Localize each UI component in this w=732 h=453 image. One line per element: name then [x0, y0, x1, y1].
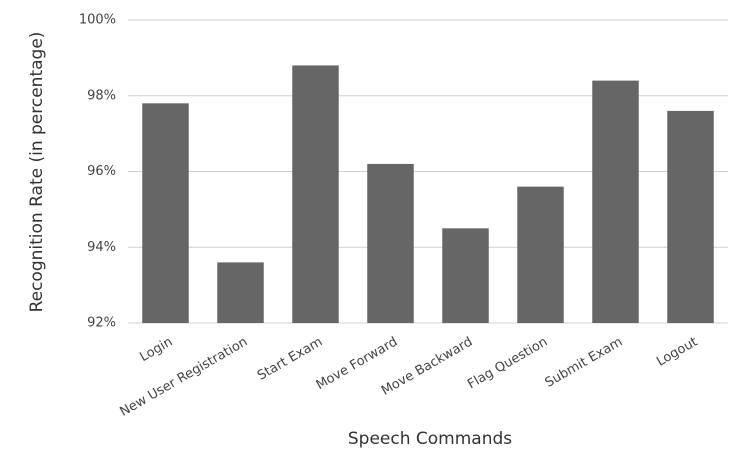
y-tick-label: 98% — [87, 88, 116, 103]
bar — [217, 262, 264, 323]
x-tick-label: Start Exam — [255, 335, 325, 384]
bar — [292, 65, 339, 323]
bar — [592, 80, 639, 323]
y-tick-label: 96% — [87, 164, 116, 179]
x-tick-label: Login — [137, 335, 175, 366]
bar — [442, 228, 489, 323]
bar — [367, 163, 414, 323]
x-tick-label: Submit Exam — [543, 335, 626, 391]
y-tick-label: 100% — [79, 13, 116, 28]
bar — [667, 110, 714, 324]
bar — [142, 103, 189, 323]
y-tick-label: 92% — [87, 316, 116, 331]
bar — [517, 186, 564, 323]
y-axis-title: Recognition Rate (in percentage) — [27, 32, 47, 313]
x-axis-title: Speech Commands — [348, 429, 512, 449]
x-tick-label: New User Registration — [117, 335, 250, 420]
x-tick-label: Logout — [654, 335, 700, 370]
x-tick-label: Flag Question — [465, 335, 550, 393]
y-tick-label: 94% — [87, 240, 116, 255]
